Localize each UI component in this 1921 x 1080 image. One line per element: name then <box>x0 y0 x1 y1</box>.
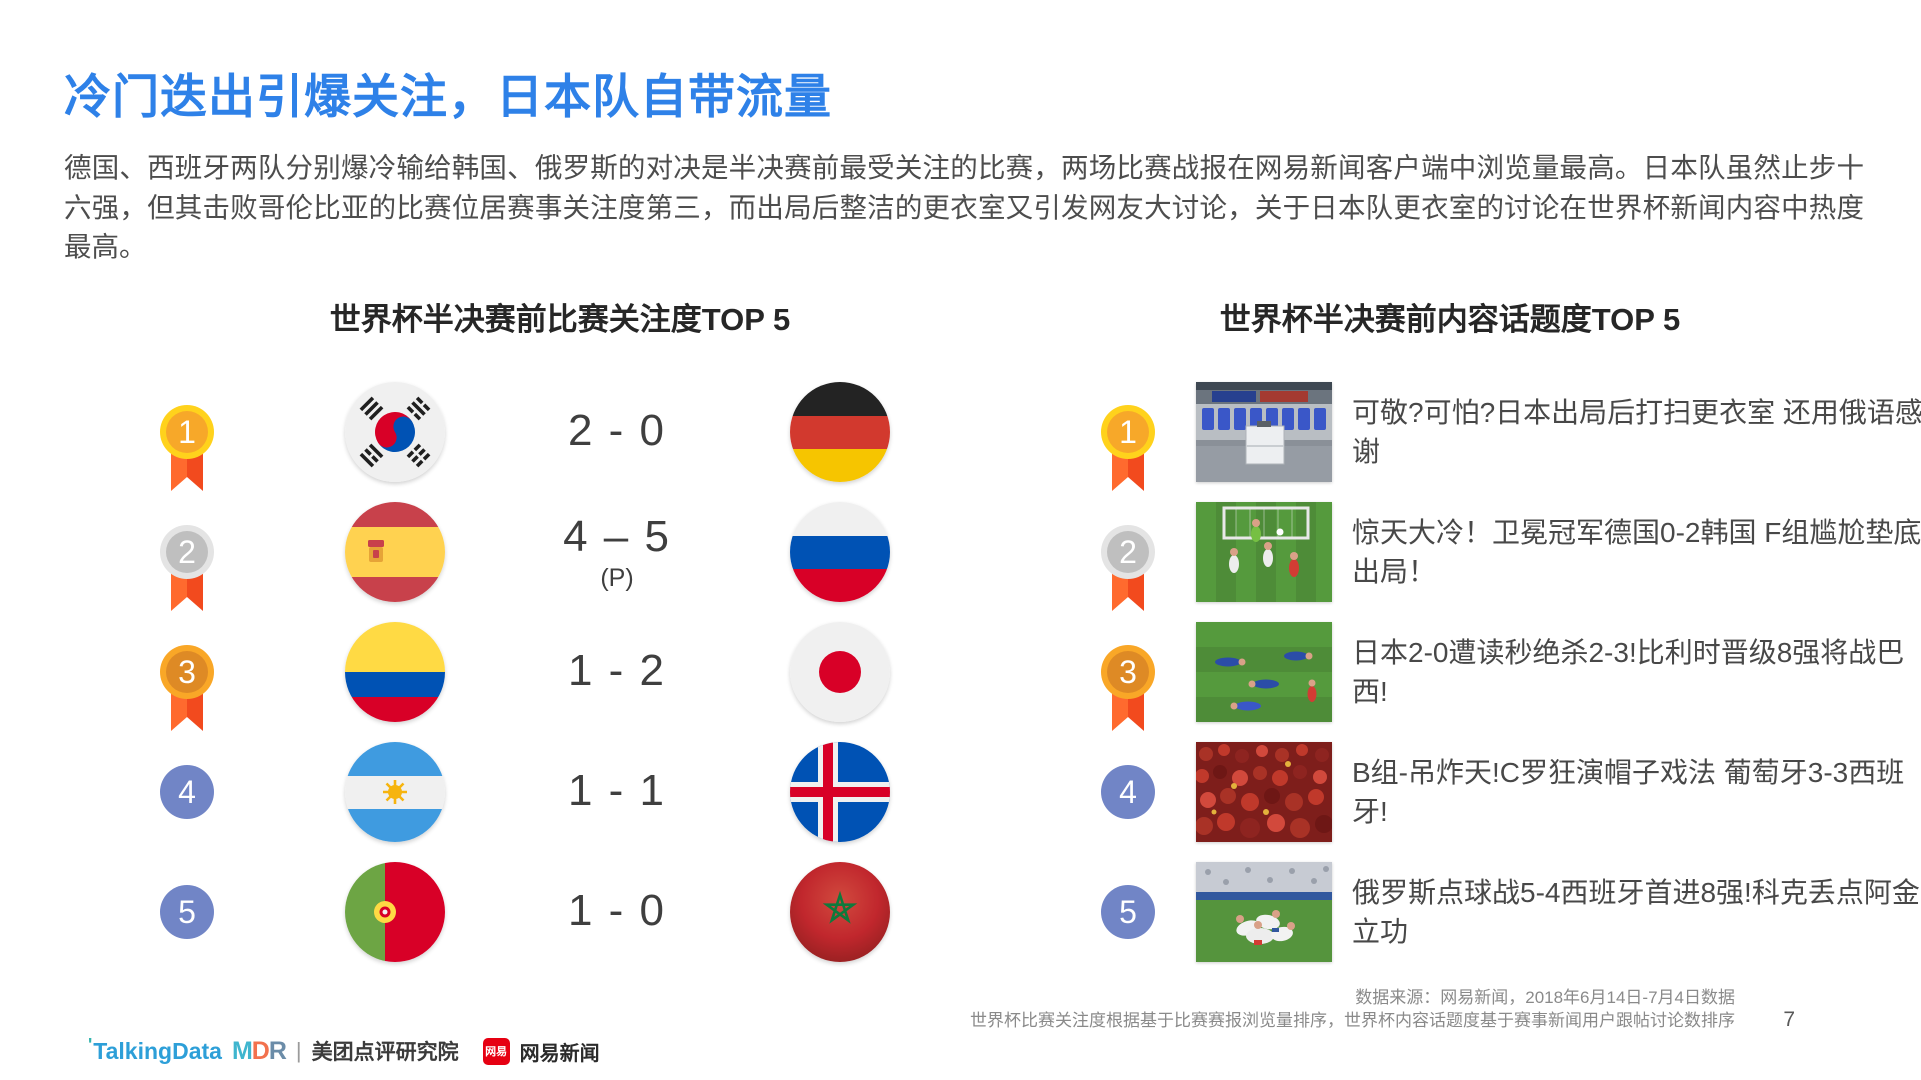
table-row: 2 4 – 5 (P) <box>0 492 1921 612</box>
netease-news-logo: 网易新闻 <box>519 1042 600 1065</box>
svg-text:4: 4 <box>178 774 196 810</box>
svg-text:5: 5 <box>1119 894 1137 930</box>
meituan-dianping-institute-logo: 美团点评研究院 <box>311 1041 459 1064</box>
thumbnail-japan-belgium-pitch <box>1196 622 1332 722</box>
rank-2-silver-medal-icon: 2 <box>1101 525 1155 611</box>
page-title: 冷门迭出引爆关注，日本队自带流量 <box>64 70 832 123</box>
table-row: 3 1 - 2 3 <box>0 612 1921 732</box>
svg-text:2: 2 <box>178 534 196 570</box>
svg-text:4: 4 <box>1119 774 1137 810</box>
flag-iceland-icon <box>790 742 890 842</box>
thumbnail-japan-locker-room <box>1196 382 1332 482</box>
topic-headline: 日本2-0遭读秒绝杀2-3!比利时晋级8强将战巴西! <box>1352 637 1905 707</box>
match-ranking-title: 世界杯半决赛前比赛关注度TOP 5 <box>329 302 791 337</box>
thumbnail-russia-spain-celebration <box>1196 862 1332 962</box>
flag-japan-icon <box>790 622 890 722</box>
thumbnail-germany-korea-pitch <box>1196 502 1332 602</box>
table-row: 4 1 - 1 <box>0 732 1921 852</box>
topic-headline: 俄罗斯点球战5-4西班牙首进8强!科克丢点阿金立功 <box>1352 877 1920 947</box>
talkingdata-logo: 'TalkingData <box>88 1034 222 1064</box>
match-score: 2 - 0 <box>567 406 667 455</box>
flag-spain-icon <box>345 502 445 602</box>
rank-4-badge-icon: 4 <box>160 765 214 819</box>
flag-morocco-icon <box>790 862 890 962</box>
footer-logos: 'TalkingData MDR | 美团点评研究院 网易 网易新闻 <box>88 1034 600 1066</box>
topic-headline: B组-吊炸天!C罗狂演帽子戏法 葡萄牙3-3西班牙! <box>1352 757 1905 827</box>
topic-headline: 可敬?可怕?日本出局后打扫更衣室 还用俄语感谢 <box>1352 397 1921 467</box>
logo-divider: | <box>295 1038 302 1063</box>
flag-portugal-icon <box>345 862 445 962</box>
svg-text:5: 5 <box>178 894 196 930</box>
netease-badge-icon: 网易 <box>482 1037 510 1065</box>
flag-south-korea-icon <box>345 382 445 482</box>
rank-5-badge-icon: 5 <box>160 885 214 939</box>
source-line-2: 世界杯比赛关注度根据基于比赛赛报浏览量排序，世界杯内容话题度基于赛事新闻用户跟帖… <box>970 1011 1735 1030</box>
flag-argentina-icon <box>345 742 445 842</box>
match-score: 1 - 0 <box>567 886 667 935</box>
talkingdata-tick-icon: ' <box>88 1034 93 1055</box>
data-source-note: 数据来源：网易新闻，2018年6月14日-7月4日数据 世界杯比赛关注度根据基于… <box>970 986 1735 1032</box>
rank-1-gold-medal-icon: 1 <box>160 405 214 491</box>
mdr-logo: MDR <box>231 1036 287 1065</box>
svg-text:1: 1 <box>178 414 196 450</box>
page-number: 7 <box>1783 1008 1795 1031</box>
rank-3-bronze-medal-icon: 3 <box>1101 645 1155 731</box>
svg-text:1: 1 <box>1119 414 1137 450</box>
table-row: 1 <box>0 372 1921 492</box>
flag-russia-icon <box>790 502 890 602</box>
svg-text:3: 3 <box>1119 654 1137 690</box>
flag-colombia-icon <box>345 622 445 722</box>
source-line-1: 数据来源：网易新闻，2018年6月14日-7月4日数据 <box>1355 988 1735 1007</box>
rank-1-gold-medal-icon: 1 <box>1101 405 1155 491</box>
topic-ranking-title: 世界杯半决赛前内容话题度TOP 5 <box>1219 302 1681 337</box>
match-score: 1 - 1 <box>567 766 667 815</box>
topic-headline: 惊天大冷！卫冕冠军德国0-2韩国 F组尴尬垫底出局！ <box>1352 517 1921 587</box>
match-score: 4 – 5 (P) <box>563 511 671 592</box>
rank-2-silver-medal-icon: 2 <box>160 525 214 611</box>
svg-text:2: 2 <box>1119 534 1137 570</box>
rank-4-badge-icon: 4 <box>1101 765 1155 819</box>
thumbnail-portugal-spain-fans <box>1196 742 1332 842</box>
match-score: 1 - 2 <box>567 646 667 695</box>
svg-text:3: 3 <box>178 654 196 690</box>
body-paragraph: 德国、西班牙两队分别爆冷输给韩国、俄罗斯的对决是半决赛前最受关注的比赛，两场比赛… <box>64 152 1864 262</box>
table-row: 5 1 - 0 <box>0 852 1921 972</box>
flag-germany-icon <box>790 382 890 482</box>
rank-5-badge-icon: 5 <box>1101 885 1155 939</box>
rank-3-bronze-medal-icon: 3 <box>160 645 214 731</box>
